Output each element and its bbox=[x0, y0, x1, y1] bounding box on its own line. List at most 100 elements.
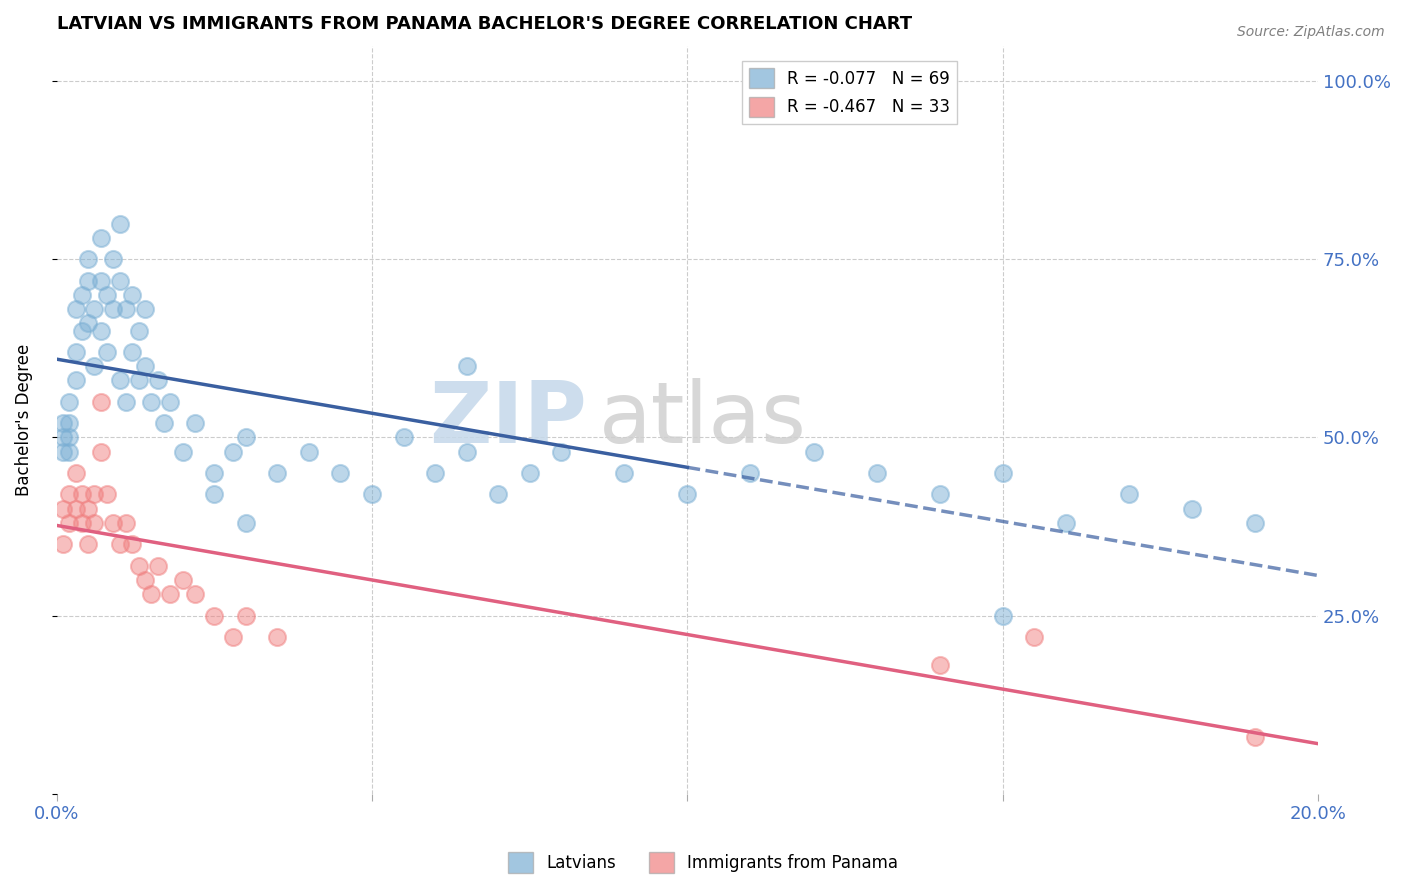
Point bbox=[90, 274, 112, 288]
Point bbox=[392, 430, 415, 444]
Point bbox=[65, 345, 87, 359]
Point bbox=[83, 487, 105, 501]
Point bbox=[65, 374, 87, 388]
Point bbox=[423, 466, 446, 480]
Point bbox=[52, 430, 75, 444]
Point bbox=[58, 416, 80, 430]
Point bbox=[865, 466, 887, 480]
Point bbox=[134, 359, 156, 374]
Point bbox=[141, 395, 163, 409]
Point bbox=[146, 374, 169, 388]
Point bbox=[58, 395, 80, 409]
Point bbox=[159, 395, 181, 409]
Point bbox=[121, 537, 143, 551]
Point bbox=[928, 487, 950, 501]
Point bbox=[153, 416, 176, 430]
Point bbox=[77, 501, 100, 516]
Text: LATVIAN VS IMMIGRANTS FROM PANAMA BACHELOR'S DEGREE CORRELATION CHART: LATVIAN VS IMMIGRANTS FROM PANAMA BACHEL… bbox=[56, 15, 911, 33]
Point bbox=[184, 587, 207, 601]
Point bbox=[128, 324, 150, 338]
Point bbox=[121, 345, 143, 359]
Point bbox=[361, 487, 384, 501]
Point bbox=[235, 608, 257, 623]
Point bbox=[90, 324, 112, 338]
Point bbox=[65, 501, 87, 516]
Point bbox=[134, 302, 156, 317]
Point bbox=[1118, 487, 1140, 501]
Point bbox=[991, 608, 1014, 623]
Point bbox=[90, 231, 112, 245]
Point bbox=[52, 416, 75, 430]
Point bbox=[266, 466, 288, 480]
Point bbox=[83, 359, 105, 374]
Point bbox=[96, 345, 118, 359]
Point bbox=[456, 444, 478, 458]
Text: Source: ZipAtlas.com: Source: ZipAtlas.com bbox=[1237, 25, 1385, 39]
Point bbox=[115, 516, 138, 530]
Point bbox=[184, 416, 207, 430]
Point bbox=[83, 302, 105, 317]
Point bbox=[1054, 516, 1077, 530]
Point bbox=[115, 302, 138, 317]
Point bbox=[103, 516, 125, 530]
Point bbox=[159, 587, 181, 601]
Text: atlas: atlas bbox=[599, 378, 807, 461]
Y-axis label: Bachelor's Degree: Bachelor's Degree bbox=[15, 343, 32, 496]
Point bbox=[456, 359, 478, 374]
Point bbox=[235, 516, 257, 530]
Point bbox=[222, 630, 245, 644]
Point bbox=[486, 487, 509, 501]
Point bbox=[77, 252, 100, 267]
Point bbox=[52, 444, 75, 458]
Point bbox=[676, 487, 699, 501]
Point bbox=[77, 537, 100, 551]
Point bbox=[96, 487, 118, 501]
Legend: Latvians, Immigrants from Panama: Latvians, Immigrants from Panama bbox=[501, 846, 905, 880]
Point bbox=[103, 252, 125, 267]
Point bbox=[52, 537, 75, 551]
Point bbox=[128, 558, 150, 573]
Point bbox=[235, 430, 257, 444]
Point bbox=[70, 516, 93, 530]
Point bbox=[329, 466, 352, 480]
Point bbox=[803, 444, 825, 458]
Point bbox=[58, 444, 80, 458]
Point bbox=[121, 288, 143, 302]
Point bbox=[298, 444, 321, 458]
Point bbox=[991, 466, 1014, 480]
Point bbox=[96, 288, 118, 302]
Point bbox=[65, 302, 87, 317]
Point bbox=[266, 630, 288, 644]
Point bbox=[172, 444, 194, 458]
Text: ZIP: ZIP bbox=[429, 378, 586, 461]
Point bbox=[1244, 730, 1267, 744]
Point bbox=[58, 516, 80, 530]
Point bbox=[58, 487, 80, 501]
Point bbox=[58, 430, 80, 444]
Point bbox=[90, 444, 112, 458]
Point bbox=[103, 302, 125, 317]
Point bbox=[1024, 630, 1046, 644]
Point bbox=[1244, 516, 1267, 530]
Point bbox=[202, 608, 225, 623]
Point bbox=[172, 573, 194, 587]
Point bbox=[550, 444, 572, 458]
Point bbox=[52, 501, 75, 516]
Point bbox=[70, 487, 93, 501]
Legend: R = -0.077   N = 69, R = -0.467   N = 33: R = -0.077 N = 69, R = -0.467 N = 33 bbox=[742, 62, 956, 124]
Point bbox=[134, 573, 156, 587]
Point bbox=[77, 317, 100, 331]
Point bbox=[108, 217, 131, 231]
Point bbox=[108, 274, 131, 288]
Point bbox=[70, 288, 93, 302]
Point bbox=[83, 516, 105, 530]
Point bbox=[1181, 501, 1204, 516]
Point bbox=[108, 374, 131, 388]
Point bbox=[202, 487, 225, 501]
Point bbox=[65, 466, 87, 480]
Point bbox=[141, 587, 163, 601]
Point bbox=[740, 466, 762, 480]
Point bbox=[77, 274, 100, 288]
Point bbox=[146, 558, 169, 573]
Point bbox=[70, 324, 93, 338]
